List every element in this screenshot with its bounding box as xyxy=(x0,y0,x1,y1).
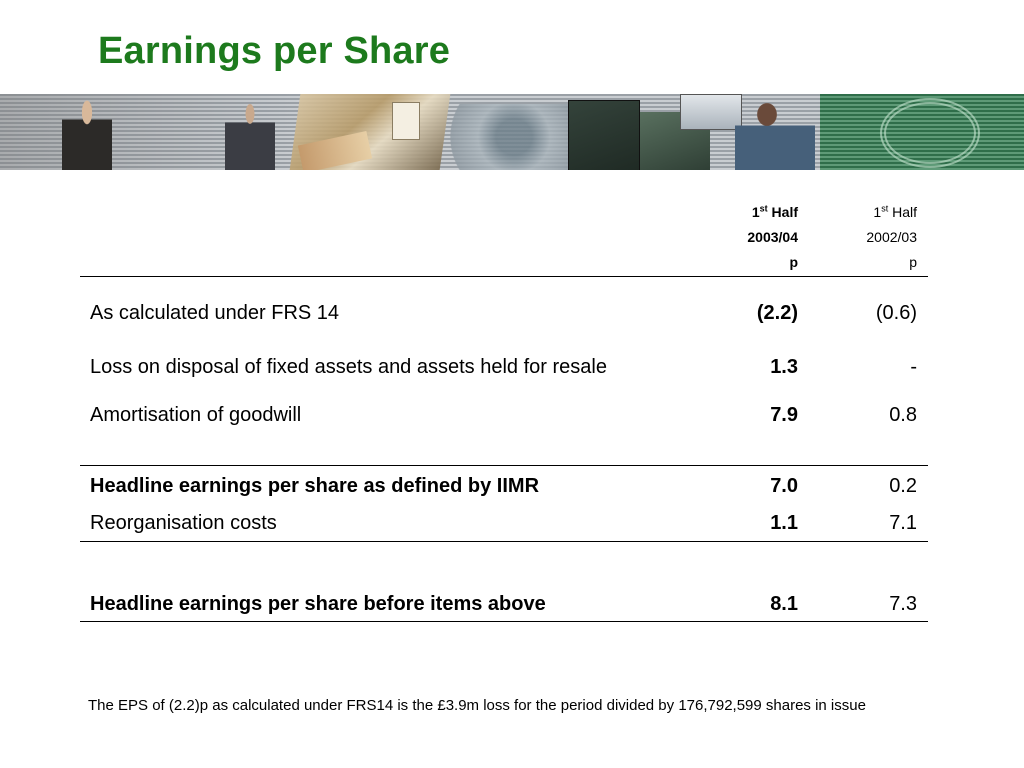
table-row: Headline earnings per share before items… xyxy=(80,590,928,618)
table-divider xyxy=(80,276,928,277)
value-prior: 0.8 xyxy=(889,404,917,426)
column-header-prior: 1st Half 2002/03 p xyxy=(866,203,917,270)
value-prior: 7.1 xyxy=(889,512,917,534)
value-current: 7.0 xyxy=(770,475,798,497)
row-label: Loss on disposal of fixed assets and ass… xyxy=(90,356,607,378)
row-label: Headline earnings per share as defined b… xyxy=(90,475,540,497)
footnote: The EPS of (2.2)p as calculated under FR… xyxy=(88,697,866,714)
passport-photo-icon xyxy=(568,100,640,170)
person-photo-icon xyxy=(62,98,112,170)
table-divider xyxy=(80,541,928,542)
row-label: As calculated under FRS 14 xyxy=(90,302,340,324)
table-divider xyxy=(80,621,928,622)
photo-banner xyxy=(0,94,1024,170)
value-current: 1.3 xyxy=(770,356,798,378)
table-row: Amortisation of goodwill 7.9 0.8 xyxy=(80,401,928,429)
person-photo-icon xyxy=(225,104,275,170)
column-header-current: 1st Half 2003/04 p xyxy=(747,203,798,270)
person-photo-icon xyxy=(735,96,815,170)
table-row: As calculated under FRS 14 (2.2) (0.6) xyxy=(80,299,928,327)
value-current: 8.1 xyxy=(770,593,798,615)
screen-photo-icon xyxy=(680,94,742,130)
value-prior: 7.3 xyxy=(889,593,917,615)
value-prior: 0.2 xyxy=(889,475,917,497)
ring-graphic-icon xyxy=(880,98,980,168)
globe-photo-icon xyxy=(430,104,570,170)
row-label: Headline earnings per share before items… xyxy=(90,593,546,615)
table-row: Loss on disposal of fixed assets and ass… xyxy=(80,353,928,381)
table-row: Headline earnings per share as defined b… xyxy=(80,472,928,500)
row-label: Amortisation of goodwill xyxy=(90,404,302,426)
value-prior: - xyxy=(910,356,917,378)
table-row: Reorganisation costs 1.1 7.1 xyxy=(80,509,928,537)
value-current: (2.2) xyxy=(756,302,798,324)
table-divider xyxy=(80,465,928,466)
value-prior: (0.6) xyxy=(875,302,917,324)
document-photo-icon xyxy=(392,102,420,140)
slide-title: Earnings per Share xyxy=(98,30,451,72)
row-label: Reorganisation costs xyxy=(90,512,277,534)
value-current: 1.1 xyxy=(770,512,798,534)
value-current: 7.9 xyxy=(770,404,798,426)
